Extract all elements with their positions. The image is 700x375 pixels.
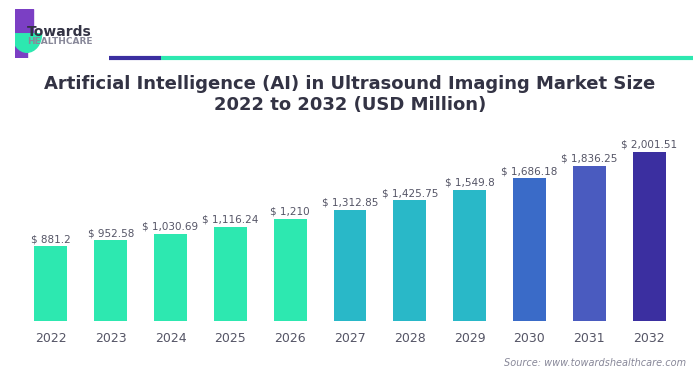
Text: $ 1,116.24: $ 1,116.24 <box>202 214 258 224</box>
Bar <box>274 219 307 321</box>
Text: $ 1,425.75: $ 1,425.75 <box>382 188 438 198</box>
Text: $ 881.2: $ 881.2 <box>31 234 71 244</box>
Text: $ 952.58: $ 952.58 <box>88 228 134 238</box>
Title: Artificial Intelligence (AI) in Ultrasound Imaging Market Size
2022 to 2032 (USD: Artificial Intelligence (AI) in Ultrasou… <box>44 75 656 114</box>
Bar <box>154 234 187 321</box>
Text: $ 1,312.85: $ 1,312.85 <box>322 198 378 208</box>
Text: $ 1,549.8: $ 1,549.8 <box>444 178 494 188</box>
Bar <box>393 200 426 321</box>
Text: $ 1,210: $ 1,210 <box>270 207 310 216</box>
Bar <box>34 246 67 321</box>
Wedge shape <box>13 34 41 52</box>
Text: $ 1,030.69: $ 1,030.69 <box>143 222 199 232</box>
Text: $ 1,836.25: $ 1,836.25 <box>561 153 617 164</box>
Text: $ 2,001.51: $ 2,001.51 <box>621 140 677 150</box>
Bar <box>513 178 546 321</box>
Bar <box>633 152 666 321</box>
Text: $ 1,686.18: $ 1,686.18 <box>501 166 558 176</box>
Bar <box>333 210 367 321</box>
Text: HEALTHCARE: HEALTHCARE <box>27 38 92 46</box>
Bar <box>15 9 33 34</box>
Bar <box>573 166 605 321</box>
Bar <box>15 35 27 58</box>
Text: Towards: Towards <box>27 25 92 39</box>
Bar <box>214 226 247 321</box>
Bar <box>94 240 127 321</box>
Text: Source: www.towardshealthcare.com: Source: www.towardshealthcare.com <box>504 357 686 368</box>
Bar <box>453 190 486 321</box>
